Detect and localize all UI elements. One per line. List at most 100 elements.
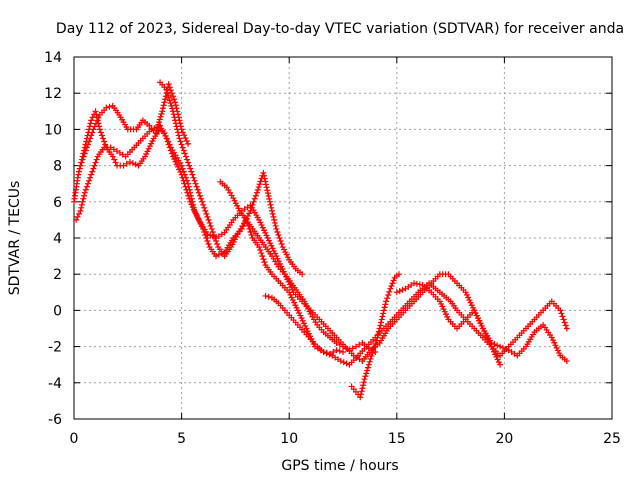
data-point [78,204,85,211]
data-point [262,292,269,299]
data-point [263,184,270,191]
data-point [175,129,182,136]
data-point [260,256,267,263]
data-point [378,316,385,323]
data-point [175,132,182,139]
data-point [178,141,185,148]
data-point [111,156,118,163]
data-point [178,171,185,178]
series-track-4 [157,79,306,278]
data-point [171,96,178,103]
data-point [129,160,136,167]
y-tick-label: 14 [44,50,62,66]
y-tick-label: 0 [53,303,62,319]
data-point [393,289,400,296]
data-point [171,114,178,121]
series-track-2 [73,122,504,368]
data-point [189,171,196,178]
data-point [257,247,264,254]
data-point [261,172,268,179]
data-point [160,102,167,109]
data-point [272,222,279,229]
data-point [323,349,330,356]
data-point [88,171,95,178]
data-point [356,341,363,348]
data-point [73,216,80,223]
data-point [386,288,393,295]
series-track-5 [217,178,379,356]
data-point [258,250,265,257]
data-point [86,177,93,184]
data-point [152,130,159,137]
data-point [346,347,353,354]
data-point [90,165,97,172]
data-point [180,147,187,154]
data-point [179,174,186,181]
data-point [169,93,176,100]
data-point [366,358,373,365]
data-point [371,344,378,351]
data-point [502,346,509,353]
data-point [164,89,171,96]
data-point [83,183,90,190]
data-point [361,376,368,383]
data-point [340,343,346,350]
data-point [207,232,214,239]
data-point [87,174,94,181]
data-point [261,259,268,266]
data-point [182,153,189,160]
data-point [250,198,257,205]
data-point [153,127,160,134]
data-point [179,144,186,151]
data-point [370,347,377,354]
data-point [373,337,380,344]
data-point [372,340,379,347]
data-point [211,235,218,241]
data-point [411,280,418,287]
data-point [267,201,274,208]
y-tick-label: 12 [44,86,62,102]
data-point [93,111,100,118]
data-point [166,144,173,151]
data-point [208,225,215,232]
data-point [74,213,81,220]
data-point [340,349,346,356]
axis-ticks: 0 5 10 15 20 25 -6 -4 -2 0 2 4 6 8 10 12 14 [44,50,621,447]
data-point [77,162,84,169]
data-point [186,195,193,202]
data-point [497,343,504,350]
data-point [375,331,382,338]
x-tick-label: 25 [603,431,621,447]
data-point [248,204,255,211]
y-axis-label: SDTVAR / TECUs [7,181,23,296]
data-point [561,319,568,326]
data-point [368,353,375,360]
data-point [197,195,204,202]
data-point [365,345,372,352]
series-track-8 [393,280,570,365]
data-point [92,108,99,115]
data-point [182,135,189,142]
data-point [90,126,97,133]
data-point [205,241,212,248]
data-point [165,141,172,148]
data-point [203,235,210,241]
data-point [169,108,176,115]
data-point [183,186,190,193]
data-point [172,120,179,127]
data-point [259,253,266,260]
data-point [266,195,273,202]
data-point [89,129,96,136]
data-point [77,207,84,214]
data-point [213,238,220,245]
data-point [327,350,334,357]
data-point [81,192,88,199]
data-point [191,177,198,184]
data-point [185,159,192,166]
data-point [382,301,389,308]
data-point [168,150,175,157]
x-tick-label: 10 [280,431,298,447]
data-point [202,207,209,214]
data-point [172,117,179,124]
data-point [96,126,103,133]
